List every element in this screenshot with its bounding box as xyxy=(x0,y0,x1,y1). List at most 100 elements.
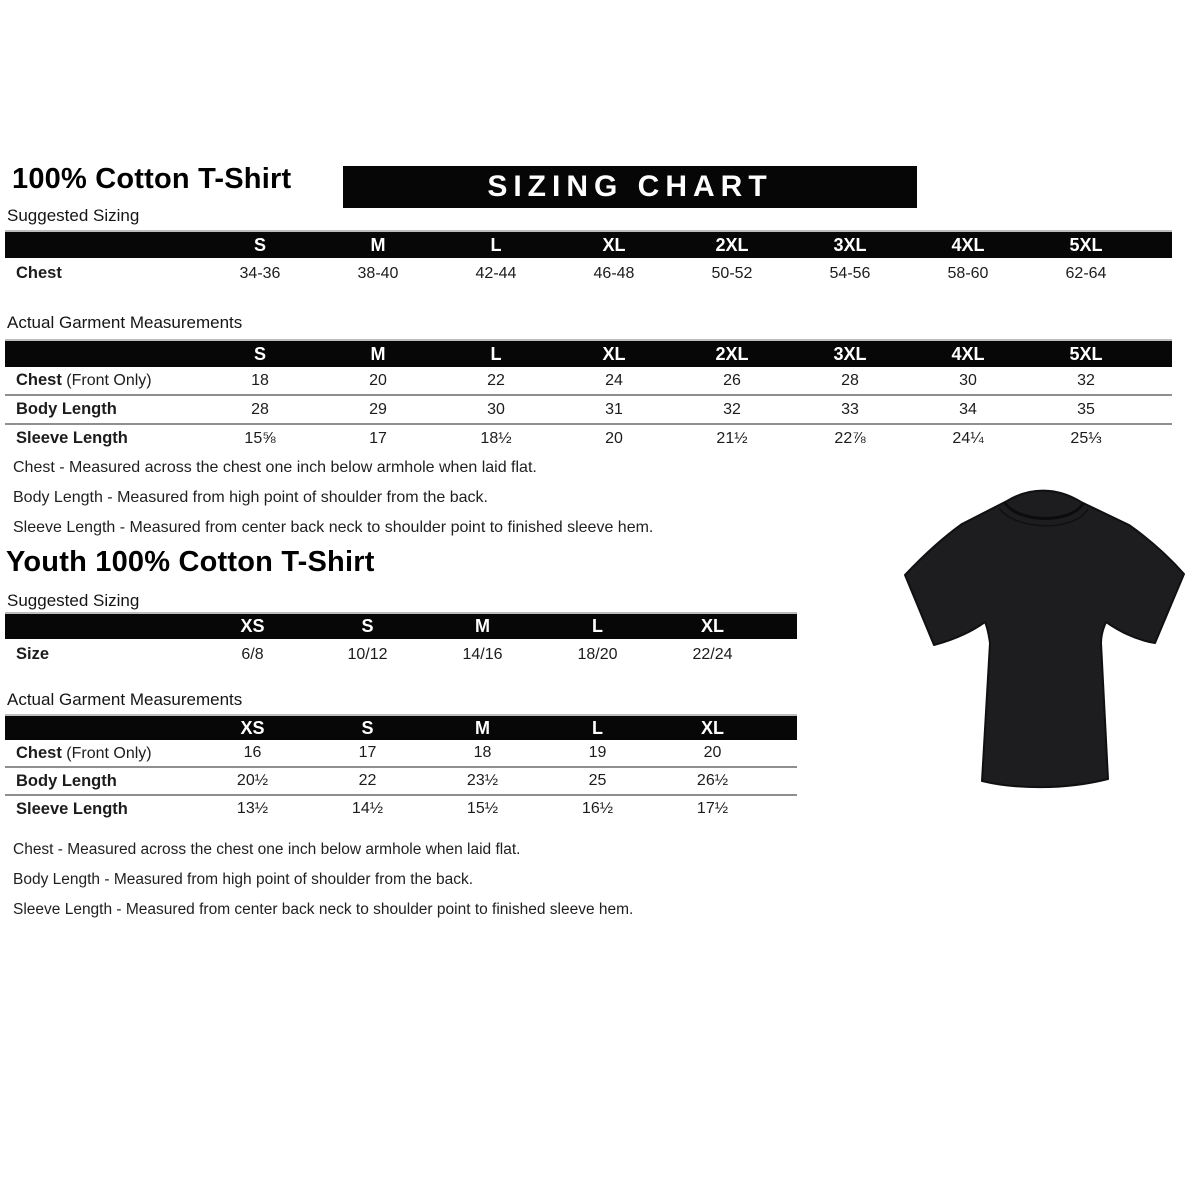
youth-suggested-sizing-label: Suggested Sizing xyxy=(7,591,140,610)
measurement-value: 20 xyxy=(703,744,722,761)
measurement-value: 22⅞ xyxy=(791,423,909,452)
measurement-value: 18 xyxy=(473,744,492,761)
measurement-value: 35 xyxy=(1027,394,1145,424)
measurement-note: Body Length - Measured from high point o… xyxy=(13,871,474,888)
size-header-spacer xyxy=(5,613,195,639)
measurement-value: 38-40 xyxy=(357,264,399,282)
measurement-row: Body Length 28 29 30 31 32 33 34 35 xyxy=(5,394,1172,424)
size-column-header: L xyxy=(437,340,555,367)
size-header-spacer xyxy=(5,231,201,258)
measurement-value: 32 xyxy=(1077,371,1095,389)
sizing-table: S M L XL 2XL 3XL 4XL 5XL Chest 34-36 38-40 42-44 46-… xyxy=(5,230,1172,289)
size-column-header: L xyxy=(540,613,655,639)
adult-actual-measurements-table: S M L XL 2XL 3XL 4XL 5XL Chest (Front Only) 18 20 2… xyxy=(5,339,1172,452)
measurement-value: 30 xyxy=(437,394,555,424)
measurement-value: 46-48 xyxy=(593,264,635,282)
size-column-header: 5XL xyxy=(1027,340,1145,367)
measurement-row-label: Chest (Front Only) xyxy=(16,371,152,389)
measurement-row: Chest 34-36 38-40 42-44 46-48 50-52 54-56 58-60… xyxy=(5,258,1172,289)
measurement-row: Size 6/8 10/12 14/16 18/20 22/24 xyxy=(5,639,797,670)
measurement-value: 34 xyxy=(909,394,1027,424)
table-trailing-spacer xyxy=(1145,340,1172,367)
table-trailing-spacer xyxy=(770,715,797,740)
measurement-note: Sleeve Length - Measured from center bac… xyxy=(13,901,634,918)
measurement-row-label: Chest xyxy=(16,264,62,282)
measurement-row-label: Sleeve Length xyxy=(5,423,201,452)
size-header-row: S M L XL 2XL 3XL 4XL 5XL xyxy=(5,340,1172,367)
measurement-value: 10/12 xyxy=(347,645,388,663)
size-header-row: S M L XL 2XL 3XL 4XL 5XL xyxy=(5,231,1172,258)
size-column-header: S xyxy=(310,613,425,639)
size-column-header: S xyxy=(310,715,425,740)
table-trailing-spacer xyxy=(770,639,797,670)
measurement-value: 26 xyxy=(723,371,741,389)
measurement-row-label: Sleeve Length xyxy=(5,794,195,822)
size-column-header: 2XL xyxy=(673,340,791,367)
size-header-row: XS S M L XL xyxy=(5,613,797,639)
measurement-value: 24 xyxy=(605,371,623,389)
measurement-value: 22 xyxy=(487,371,505,389)
measurement-value: 16 xyxy=(243,744,262,761)
measurement-value: 21½ xyxy=(673,423,791,452)
size-column-header: XL xyxy=(655,613,770,639)
size-column-header: 5XL xyxy=(1027,231,1145,258)
size-column-header: M xyxy=(425,613,540,639)
size-column-header: XS xyxy=(195,613,310,639)
measurement-value: 62-64 xyxy=(1065,264,1107,282)
measurement-note: Chest - Measured across the chest one in… xyxy=(13,841,521,858)
table-trailing-spacer xyxy=(770,740,797,767)
size-column-header: 2XL xyxy=(673,231,791,258)
youth-measurement-notes: Chest - Measured across the chest one in… xyxy=(13,841,633,931)
measurement-value: 54-56 xyxy=(829,264,871,282)
size-column-header: M xyxy=(319,231,437,258)
measurement-row: Chest (Front Only) 18 20 22 24 26 28 30 32 xyxy=(5,367,1172,395)
size-column-header: XL xyxy=(555,340,673,367)
size-column-header: 4XL xyxy=(909,340,1027,367)
table-trailing-spacer xyxy=(1145,231,1172,258)
adult-suggested-sizing-label: Suggested Sizing xyxy=(7,206,140,225)
measurement-value: 18½ xyxy=(437,423,555,452)
measurement-value: 29 xyxy=(319,394,437,424)
size-column-header: S xyxy=(201,231,319,258)
measurement-note: Sleeve Length - Measured from center bac… xyxy=(13,519,654,536)
adult-actual-measurements-label: Actual Garment Measurements xyxy=(7,313,243,332)
sizing-table: S M L XL 2XL 3XL 4XL 5XL Chest (Front Only) 18 20 2… xyxy=(5,339,1172,452)
table-trailing-spacer xyxy=(770,794,797,822)
measurement-value: 31 xyxy=(555,394,673,424)
measurement-value: 20 xyxy=(369,371,387,389)
size-header-spacer xyxy=(5,715,195,740)
measurement-value: 24¼ xyxy=(909,423,1027,452)
size-column-header: L xyxy=(540,715,655,740)
measurement-value: 33 xyxy=(791,394,909,424)
measurement-value: 15⅝ xyxy=(201,423,319,452)
size-header-spacer xyxy=(5,340,201,367)
measurement-value: 17 xyxy=(358,744,377,761)
size-column-header: XL xyxy=(655,715,770,740)
measurement-value: 18 xyxy=(251,371,269,389)
measurement-value: 34-36 xyxy=(239,264,281,282)
table-trailing-spacer xyxy=(770,613,797,639)
adult-suggested-sizing-table: S M L XL 2XL 3XL 4XL 5XL Chest 34-36 38-40 42-44 46-… xyxy=(5,230,1172,289)
measurement-value: 23½ xyxy=(425,766,540,795)
measurement-value: 15½ xyxy=(425,794,540,822)
sizing-table: XS S M L XL Chest (Front Only) 16 17 18 19 20 Body … xyxy=(5,714,797,822)
measurement-value: 32 xyxy=(673,394,791,424)
measurement-value: 20½ xyxy=(195,766,310,795)
measurement-value: 20 xyxy=(555,423,673,452)
measurement-row-label: Body Length xyxy=(5,394,201,424)
size-column-header: 3XL xyxy=(791,340,909,367)
table-trailing-spacer xyxy=(1145,367,1172,395)
measurement-value: 42-44 xyxy=(475,264,517,282)
size-column-header: S xyxy=(201,340,319,367)
size-column-header: 4XL xyxy=(909,231,1027,258)
measurement-value: 22 xyxy=(310,766,425,795)
measurement-value: 28 xyxy=(841,371,859,389)
measurement-row: Body Length 20½ 22 23½ 25 26½ xyxy=(5,766,797,795)
measurement-value: 58-60 xyxy=(947,264,989,282)
measurement-row-label: Chest (Front Only) xyxy=(16,743,152,762)
measurement-note: Chest - Measured across the chest one in… xyxy=(13,459,537,476)
measurement-row: Sleeve Length 13½ 14½ 15½ 16½ 17½ xyxy=(5,794,797,822)
measurement-value: 19 xyxy=(588,744,607,761)
adult-measurement-notes: Chest - Measured across the chest one in… xyxy=(13,459,653,549)
size-header-row: XS S M L XL xyxy=(5,715,797,740)
